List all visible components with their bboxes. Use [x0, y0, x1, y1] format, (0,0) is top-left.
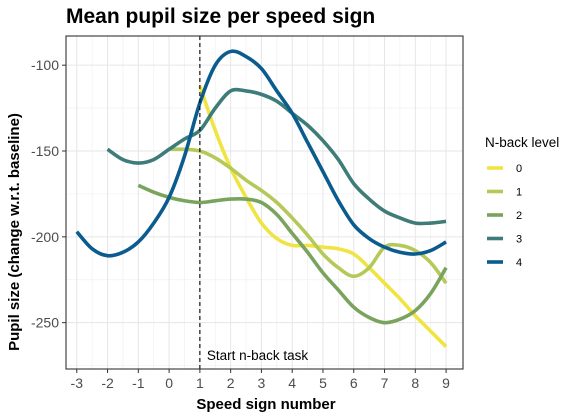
y-axis-ticks: -100 -150 -200 -250: [31, 57, 66, 331]
y-tick-label: -250: [31, 315, 59, 331]
x-tick-label: 1: [196, 375, 204, 391]
legend-items: 0 1 2 3 4: [487, 163, 522, 269]
legend-label-0: 0: [516, 163, 522, 175]
series-line-2: [137, 183, 448, 325]
y-tick-label: -150: [31, 143, 59, 159]
x-tick-label: 9: [442, 375, 450, 391]
y-axis-title: Pupil size (change w.r.t. baseline): [6, 113, 23, 351]
x-tick-label: 6: [350, 375, 358, 391]
legend-label-4: 4: [516, 257, 522, 269]
series-line-0: [198, 85, 448, 348]
series-layer: [75, 49, 448, 348]
legend: N-back level 0 1 2 3 4: [485, 135, 559, 269]
x-tick-label: 2: [227, 375, 235, 391]
series-line-1: [169, 147, 448, 285]
chart-title: Mean pupil size per speed sign: [66, 5, 375, 28]
legend-label-3: 3: [516, 234, 522, 246]
x-tick-label: 0: [165, 375, 173, 391]
x-tick-label: 3: [258, 375, 266, 391]
y-tick-label: -200: [31, 229, 59, 245]
x-tick-label: 4: [288, 375, 296, 391]
x-tick-label: -1: [132, 375, 145, 391]
x-tick-label: 7: [381, 375, 389, 391]
series-line-4: [75, 49, 447, 258]
legend-title: N-back level: [485, 135, 559, 150]
series-line-3: [106, 87, 447, 226]
start-task-annotation: Start n-back task: [207, 348, 309, 363]
x-axis-title: Speed sign number: [196, 396, 335, 413]
plot-border: [65, 35, 464, 370]
y-tick-label: -100: [31, 57, 59, 73]
x-axis-ticks: -3 -2 -1 0 1 2 3 4 5 6 7 8 9: [71, 369, 450, 391]
major-grid: [66, 36, 463, 369]
x-tick-label: -2: [101, 375, 114, 391]
legend-label-1: 1: [516, 187, 522, 199]
plot-panel: Start n-back task: [65, 35, 464, 370]
x-tick-label: -3: [71, 375, 84, 391]
x-tick-label: 5: [319, 375, 327, 391]
legend-label-2: 2: [516, 210, 522, 222]
x-tick-label: 8: [411, 375, 419, 391]
